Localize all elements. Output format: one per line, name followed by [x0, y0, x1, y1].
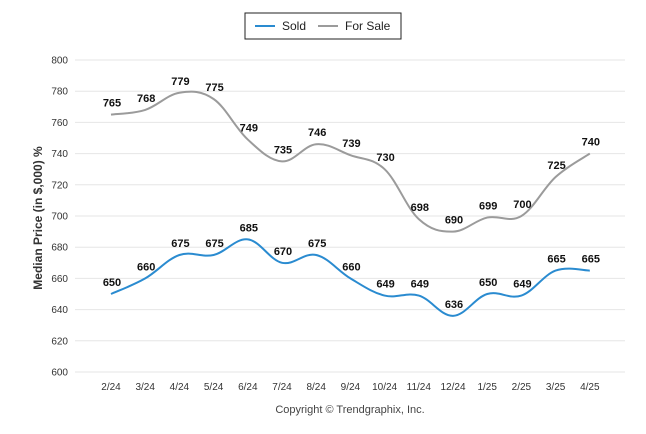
x-tick-label: 12/24 [440, 382, 465, 393]
y-tick-label: 600 [51, 368, 68, 379]
data-label-sold: 675 [205, 238, 223, 250]
data-label-sold: 660 [342, 261, 360, 273]
data-label-for-sale: 699 [479, 201, 497, 213]
data-label-for-sale: 735 [274, 144, 292, 156]
data-label-for-sale: 739 [342, 138, 360, 150]
data-label-for-sale: 775 [205, 82, 223, 94]
x-tick-label: 10/24 [372, 382, 397, 393]
y-tick-label: 780 [51, 87, 68, 98]
y-tick-label: 660 [51, 274, 68, 285]
data-label-for-sale: 740 [582, 137, 600, 149]
data-label-for-sale: 779 [171, 76, 189, 88]
data-labels: 650 660 675 675 685 670 675 660 649 649 636 650 649 6… [103, 76, 600, 311]
series-line-for-sale [110, 90, 591, 233]
copyright-text: Copyright © Trendgraphix, Inc. [275, 404, 424, 416]
data-label-sold: 649 [411, 279, 429, 291]
x-tick-label: 2/25 [512, 382, 532, 393]
data-label-for-sale: 768 [137, 93, 155, 105]
data-label-sold: 649 [513, 279, 531, 291]
data-label-sold: 675 [308, 238, 326, 250]
x-tick-label: 9/24 [341, 382, 361, 393]
data-label-for-sale: 730 [376, 152, 394, 164]
x-tick-label: 2/24 [101, 382, 121, 393]
data-label-sold: 665 [582, 254, 600, 266]
data-label-sold: 660 [137, 261, 155, 273]
y-tick-label: 620 [51, 336, 68, 347]
y-tick-label: 740 [51, 149, 68, 160]
data-label-sold: 649 [376, 279, 394, 291]
data-label-for-sale: 725 [547, 160, 565, 172]
x-tick-label: 3/25 [546, 382, 566, 393]
data-label-sold: 670 [274, 246, 292, 258]
y-tick-label: 680 [51, 243, 68, 254]
x-tick-label: 4/25 [580, 382, 600, 393]
x-tick-label: 8/24 [306, 382, 326, 393]
x-tick-label: 5/24 [204, 382, 224, 393]
y-axis-title: Median Price (in $,000) % [31, 146, 45, 290]
series-line-sold [110, 238, 590, 317]
legend-label-sold: Sold [282, 19, 306, 33]
data-label-sold: 685 [240, 222, 258, 234]
y-tick-label: 720 [51, 180, 68, 191]
data-label-sold: 665 [547, 254, 565, 266]
data-label-sold: 650 [103, 277, 121, 289]
grid-lines [75, 59, 625, 373]
x-axis-ticks: 2/24 3/24 4/24 5/24 6/24 7/24 8/24 9/24 10/24 11/… [101, 382, 600, 393]
data-label-for-sale: 700 [513, 199, 531, 211]
data-label-for-sale: 746 [308, 127, 326, 139]
x-tick-label: 6/24 [238, 382, 258, 393]
y-tick-label: 640 [51, 305, 68, 316]
data-label-for-sale: 765 [103, 98, 121, 110]
x-tick-label: 3/24 [135, 382, 155, 393]
data-label-for-sale: 690 [445, 215, 463, 227]
data-label-sold: 636 [445, 299, 463, 311]
series-lines [110, 90, 591, 317]
x-tick-label: 4/24 [170, 382, 190, 393]
x-tick-label: 7/24 [272, 382, 292, 393]
data-label-sold: 650 [479, 277, 497, 289]
legend: Sold For Sale [244, 12, 402, 40]
y-tick-label: 700 [51, 212, 68, 223]
data-label-for-sale: 698 [411, 202, 429, 214]
data-label-for-sale: 749 [240, 123, 258, 135]
legend-label-for-sale: For Sale [345, 19, 391, 33]
y-axis-ticks: 600 620 640 660 680 700 720 740 760 780 800 [51, 56, 68, 379]
y-tick-label: 800 [51, 56, 68, 67]
x-tick-label: 1/25 [477, 382, 497, 393]
y-tick-label: 760 [51, 118, 68, 129]
data-label-sold: 675 [171, 238, 189, 250]
x-tick-label: 11/24 [407, 382, 432, 393]
